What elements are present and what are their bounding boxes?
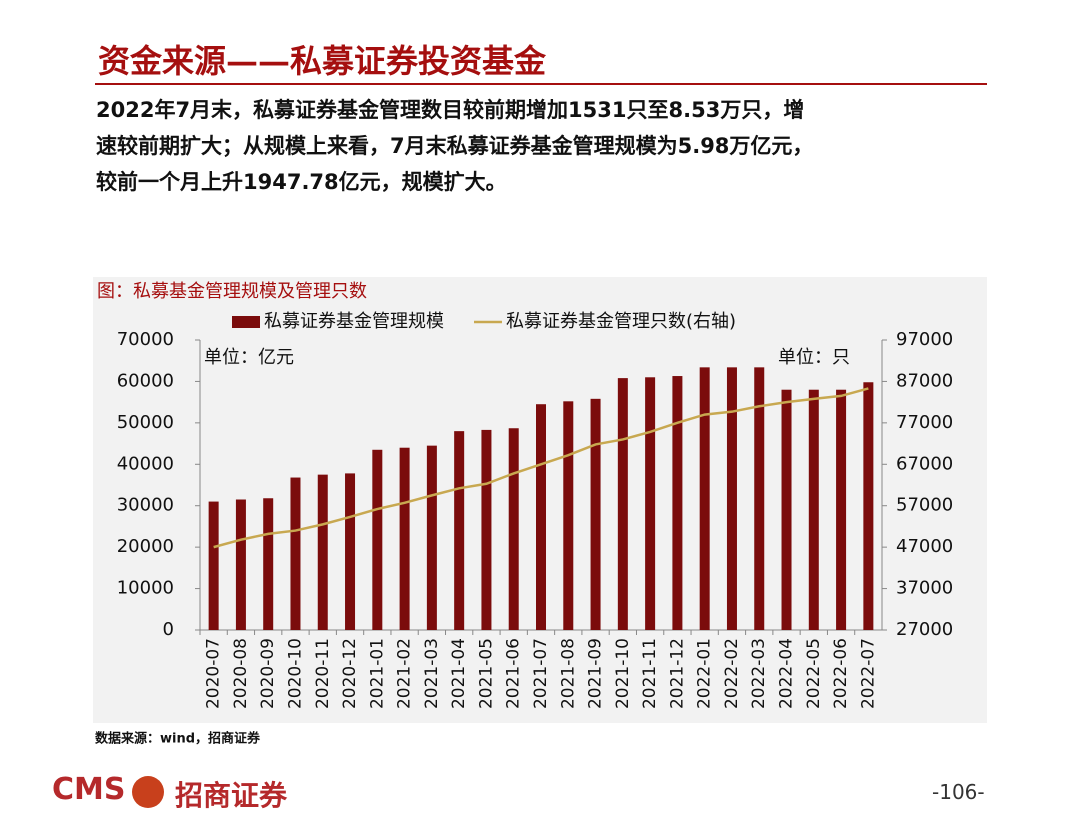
x-tick-label: 2020-10 <box>285 638 305 709</box>
bar <box>645 377 656 630</box>
y2-tick-label: 57000 <box>896 495 953 516</box>
x-tick-label: 2022-01 <box>695 638 715 709</box>
page-number: -106- <box>932 780 985 804</box>
summary-line: 较前一个月上升1947.78亿元，规模扩大。 <box>96 170 507 194</box>
x-tick-label: 2021-01 <box>367 638 387 709</box>
y2-tick-label: 67000 <box>896 453 953 474</box>
x-tick-label: 2020-08 <box>231 638 251 709</box>
line <box>213 387 869 549</box>
x-tick-label: 2020-11 <box>313 638 333 709</box>
x-tick-label: 2022-07 <box>858 638 878 709</box>
y2-tick-label: 87000 <box>896 370 953 391</box>
y-tick-label: 50000 <box>117 412 174 433</box>
x-tick-label: 2021-05 <box>476 638 496 709</box>
x-tick-label: 2022-04 <box>777 638 797 709</box>
summary: 2022年7月末，私募证券基金管理数目较前期增加1531只至8.53万只，增 速… <box>96 92 813 200</box>
title-rule <box>95 83 987 85</box>
x-tick-label: 2021-10 <box>613 638 633 709</box>
bar <box>754 367 765 630</box>
y2-tick-label: 47000 <box>896 536 953 557</box>
bar <box>808 389 819 630</box>
bar <box>399 447 410 630</box>
legend-label: 私募证券基金管理规模 <box>264 311 444 332</box>
bar <box>235 499 246 630</box>
bar <box>481 429 492 630</box>
summary-line: 2022年7月末，私募证券基金管理数目较前期增加1531只至8.53万只，增 <box>96 98 805 122</box>
logo-latin: CMS <box>52 772 126 807</box>
bar <box>781 389 792 630</box>
bar <box>590 398 601 630</box>
x-tick-label: 2021-08 <box>558 638 578 709</box>
y-tick-label: 0 <box>163 619 174 640</box>
x-tick-label: 2020-07 <box>204 638 224 709</box>
bar <box>508 428 519 630</box>
y-tick-label: 20000 <box>117 536 174 557</box>
bar <box>836 389 847 630</box>
y-tick-label: 40000 <box>117 453 174 474</box>
y-tick-label: 10000 <box>117 578 174 599</box>
bar <box>454 431 465 630</box>
bar <box>317 474 328 630</box>
bar <box>290 477 301 630</box>
bar <box>208 501 219 630</box>
bar <box>563 401 574 630</box>
y2-tick-label: 77000 <box>896 412 953 433</box>
x-tick-label: 2021-11 <box>640 638 660 709</box>
x-tick-label: 2022-02 <box>722 638 742 709</box>
annotation: 单位：只 <box>778 347 850 368</box>
x-tick-label: 2021-03 <box>422 638 442 709</box>
x-tick-label: 2022-06 <box>831 638 851 709</box>
x-tick-label: 2021-12 <box>667 638 687 709</box>
bar <box>617 378 628 630</box>
legend-swatch <box>232 316 260 328</box>
logo-icon <box>132 776 164 808</box>
source: 数据来源：wind，招商证券 <box>95 731 261 747</box>
x-tick-label: 2020-12 <box>340 638 360 709</box>
bar <box>699 367 710 630</box>
y2-tick-label: 97000 <box>896 329 953 350</box>
x-tick-label: 2022-05 <box>804 638 824 709</box>
bar <box>426 445 437 630</box>
bar <box>536 404 546 630</box>
bar <box>372 449 383 630</box>
y-tick-label: 60000 <box>117 370 174 391</box>
y2-tick-label: 37000 <box>896 578 953 599</box>
bar <box>672 376 683 630</box>
y2-tick-label: 27000 <box>896 619 953 640</box>
bar <box>345 473 356 630</box>
bar <box>263 498 274 630</box>
y-tick-label: 70000 <box>117 329 174 350</box>
x-tick-label: 2021-09 <box>586 638 606 709</box>
bar <box>863 382 874 630</box>
x-tick-label: 2022-03 <box>749 638 769 709</box>
x-tick-label: 2021-02 <box>395 638 415 709</box>
summary-line: 速较前期扩大；从规模上来看，7月末私募证券基金管理规模为5.98万亿元， <box>96 134 814 158</box>
logo-text: 招商证券 <box>175 779 288 812</box>
annotation: 单位：亿元 <box>204 347 294 368</box>
y-tick-label: 30000 <box>117 495 174 516</box>
x-tick-label: 2021-04 <box>449 638 469 709</box>
x-tick-label: 2020-09 <box>258 638 278 709</box>
x-tick-label: 2021-07 <box>531 638 551 709</box>
chart-title: 图：私募基金管理规模及管理只数 <box>97 281 367 302</box>
bar <box>726 367 737 630</box>
slide-title: 资金来源——私募证券投资基金 <box>98 42 547 80</box>
x-tick-label: 2021-06 <box>504 638 524 709</box>
legend-label: 私募证券基金管理只数(右轴) <box>506 311 736 332</box>
